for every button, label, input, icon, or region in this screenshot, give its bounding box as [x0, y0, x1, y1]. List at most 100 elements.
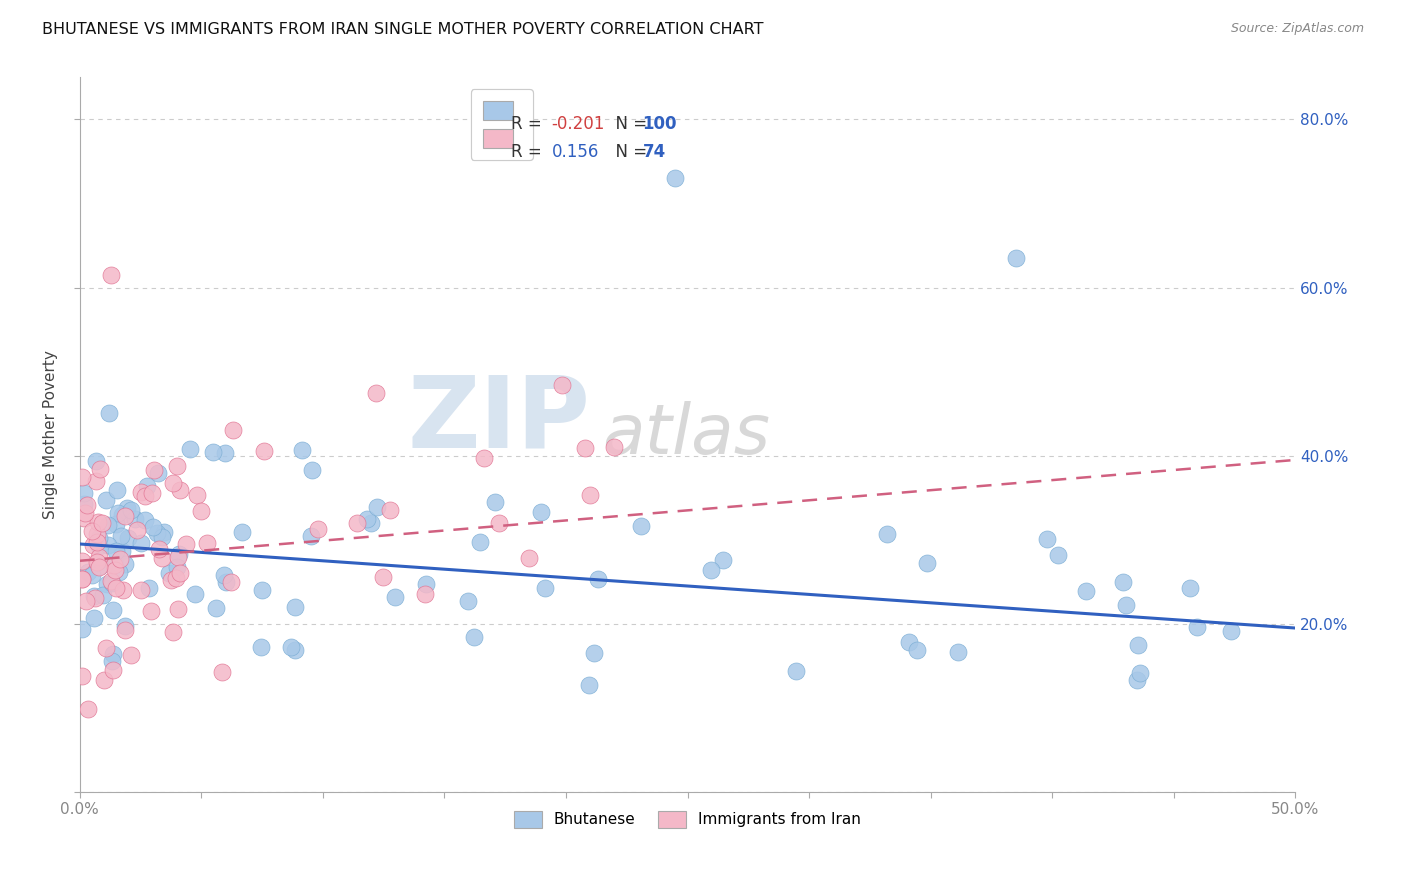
Point — [876, 527, 898, 541]
Point — [146, 525, 169, 540]
Point — [111, 508, 134, 522]
Point — [134, 489, 156, 503]
Point — [457, 594, 479, 608]
Point — [87, 539, 110, 553]
Point — [84, 591, 107, 605]
Point — [169, 566, 191, 580]
Point — [76, 702, 98, 716]
Point — [1126, 638, 1149, 652]
Point — [1178, 581, 1201, 595]
Point — [588, 572, 610, 586]
Point — [73, 498, 96, 512]
Point — [105, 483, 128, 497]
Text: -0.201: -0.201 — [551, 115, 605, 133]
Point — [76, 498, 98, 512]
Point — [91, 516, 114, 530]
Point — [253, 444, 276, 458]
Point — [108, 565, 131, 579]
Point — [135, 479, 157, 493]
Point — [202, 445, 225, 459]
Point — [70, 572, 93, 586]
Y-axis label: Single Mother Poverty: Single Mother Poverty — [44, 351, 58, 519]
Point — [212, 568, 235, 582]
Text: Source: ZipAtlas.com: Source: ZipAtlas.com — [1230, 22, 1364, 36]
Point — [205, 601, 228, 615]
Point — [124, 512, 146, 526]
Point — [103, 647, 125, 661]
Point — [284, 643, 307, 657]
Point — [946, 645, 969, 659]
Point — [114, 618, 136, 632]
Point — [463, 630, 485, 644]
Point — [89, 558, 111, 573]
Point — [108, 551, 131, 566]
Point — [166, 559, 188, 574]
Point — [630, 519, 652, 533]
Point — [574, 441, 596, 455]
Point — [415, 577, 437, 591]
Point — [120, 503, 142, 517]
Point — [222, 423, 245, 437]
Point — [73, 506, 96, 520]
Point — [117, 531, 139, 545]
Point — [517, 551, 540, 566]
Point — [91, 588, 114, 602]
Point — [364, 385, 387, 400]
Point — [87, 560, 110, 574]
Point — [129, 484, 152, 499]
Point — [551, 378, 574, 392]
Point — [104, 563, 127, 577]
Point — [169, 483, 191, 497]
Point — [101, 663, 124, 677]
Point — [905, 643, 928, 657]
Point — [184, 587, 207, 601]
Point — [530, 505, 553, 519]
Point — [371, 570, 394, 584]
Point — [110, 529, 132, 543]
Point — [167, 602, 190, 616]
Point — [86, 556, 108, 570]
Point — [384, 590, 406, 604]
Point — [664, 171, 686, 186]
Point — [211, 665, 233, 679]
Point — [89, 462, 111, 476]
Point — [179, 442, 201, 456]
Point — [380, 503, 402, 517]
Point — [1129, 665, 1152, 680]
Text: 100: 100 — [643, 115, 678, 133]
Point — [603, 440, 626, 454]
Point — [73, 510, 96, 524]
Point — [280, 640, 302, 654]
Point — [1036, 532, 1059, 546]
Point — [1074, 583, 1097, 598]
Point — [80, 568, 103, 582]
Point — [141, 485, 163, 500]
Point — [114, 557, 136, 571]
Point — [157, 566, 180, 580]
Point — [134, 513, 156, 527]
Point — [101, 575, 124, 590]
Point — [219, 574, 242, 589]
Point — [533, 581, 555, 595]
Point — [112, 582, 135, 597]
Text: R =: R = — [512, 144, 553, 161]
Point — [100, 268, 122, 282]
Text: BHUTANESE VS IMMIGRANTS FROM IRAN SINGLE MOTHER POVERTY CORRELATION CHART: BHUTANESE VS IMMIGRANTS FROM IRAN SINGLE… — [42, 22, 763, 37]
Point — [346, 516, 368, 531]
Point — [80, 524, 103, 538]
Point — [301, 463, 323, 477]
Point — [1126, 673, 1149, 687]
Point — [214, 446, 236, 460]
Point — [73, 486, 96, 500]
Point — [101, 603, 124, 617]
Text: R =: R = — [512, 115, 547, 133]
Text: N =: N = — [605, 144, 658, 161]
Point — [96, 577, 118, 591]
Point — [578, 487, 600, 501]
Point — [195, 535, 218, 549]
Point — [307, 522, 329, 536]
Point — [111, 544, 134, 558]
Point — [250, 583, 273, 598]
Point — [160, 573, 183, 587]
Point — [470, 535, 492, 549]
